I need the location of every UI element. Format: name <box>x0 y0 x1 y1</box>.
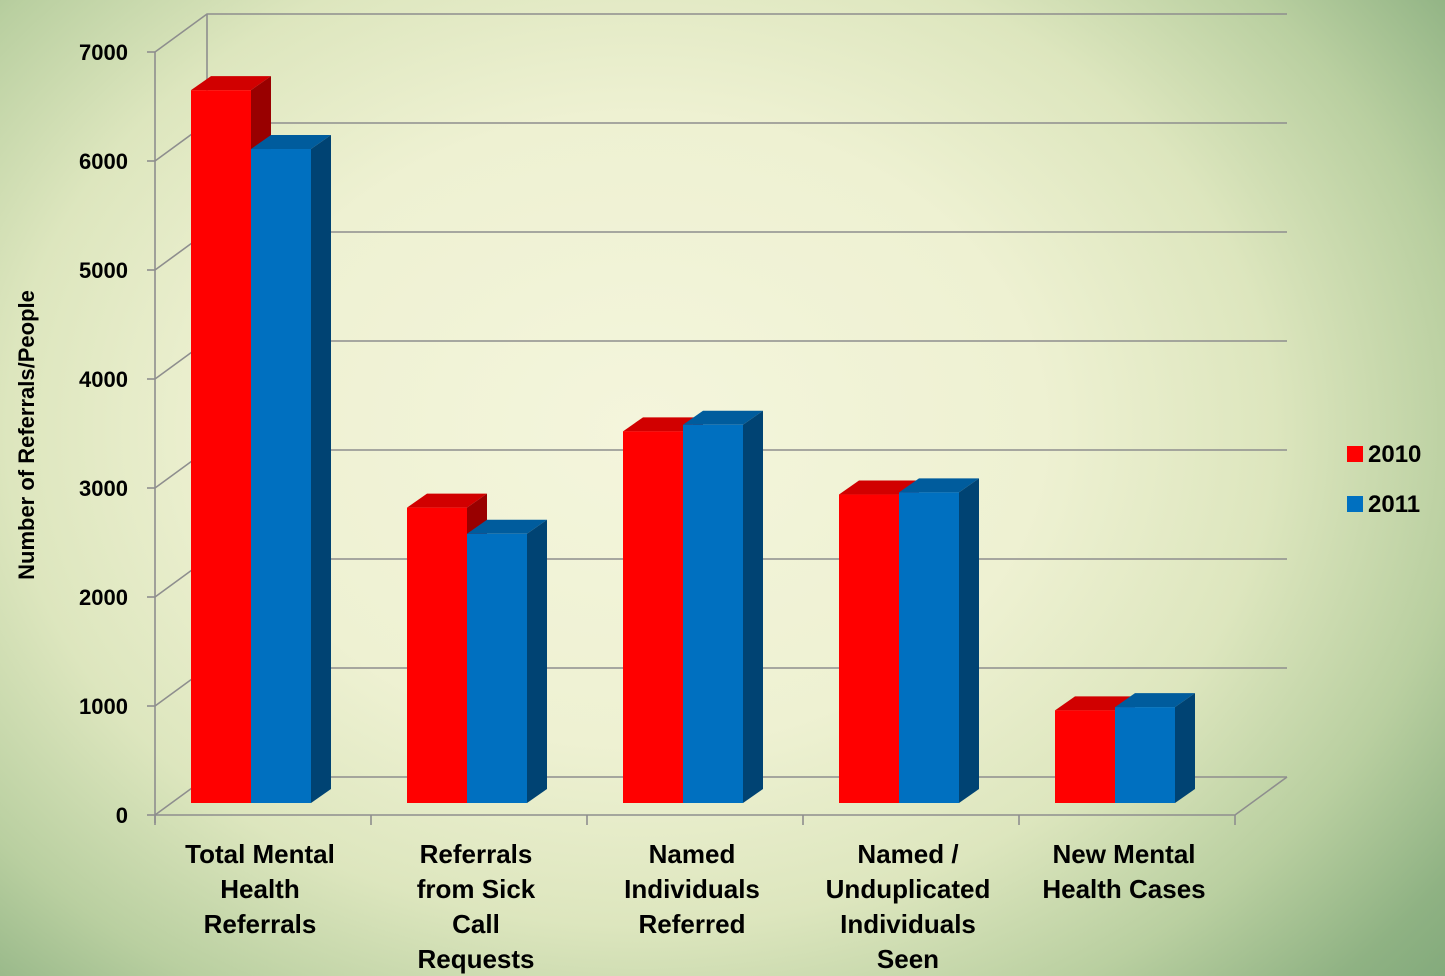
x-category-label: Named / Unduplicated Individuals Seen <box>826 839 991 974</box>
legend-label-2011: 2011 <box>1368 491 1420 518</box>
bar-top <box>467 519 547 534</box>
x-category-line: Unduplicated <box>826 874 991 904</box>
bar-front <box>407 507 467 803</box>
x-category-line: Referred <box>639 909 746 939</box>
x-category-line: New Mental <box>1052 839 1195 869</box>
bar-front <box>683 424 743 803</box>
bar-top <box>899 478 979 493</box>
x-category-line: Referrals <box>204 909 317 939</box>
bars <box>191 76 1195 803</box>
x-category-line: Named / <box>857 839 958 869</box>
gridline <box>154 13 1287 53</box>
x-category-labels: Total Mental Health Referrals Referrals from… <box>185 839 1206 974</box>
bar-top <box>251 135 331 150</box>
y-tick-labels: 0 1000 2000 3000 4000 5000 6000 7000 <box>79 40 128 828</box>
y-axis-title: Number of Referrals/People <box>14 290 39 580</box>
bar-front <box>191 90 251 803</box>
bar-top <box>839 480 919 495</box>
x-category-label: New Mental Health Cases <box>1042 839 1205 904</box>
x-category-line: Health Cases <box>1042 874 1205 904</box>
y-tick-label: 7000 <box>79 40 128 65</box>
bar-top <box>1055 696 1135 711</box>
bar-front <box>623 431 683 803</box>
bar-2011-4 <box>1115 693 1195 803</box>
y-tick-label: 2000 <box>79 585 128 610</box>
y-tick-label: 0 <box>116 803 128 828</box>
x-category-line: Requests <box>417 944 534 974</box>
legend-swatch-2010 <box>1347 446 1363 462</box>
y-tick-label: 4000 <box>79 367 128 392</box>
bar-2011-3 <box>899 478 979 803</box>
bar-side <box>311 135 331 803</box>
y-tick-label: 1000 <box>79 694 128 719</box>
legend-label-2010: 2010 <box>1368 441 1421 468</box>
bar-2011-2 <box>683 410 763 803</box>
x-category-line: Individuals <box>840 909 976 939</box>
x-category-line: Individuals <box>624 874 760 904</box>
y-tick-label: 3000 <box>79 476 128 501</box>
y-tick-label: 6000 <box>79 149 128 174</box>
bar-top <box>683 410 763 425</box>
x-category-label: Named Individuals Referred <box>624 839 760 939</box>
bar-front <box>1115 707 1175 803</box>
bar-front <box>251 149 311 803</box>
x-category-line: Named <box>649 839 736 869</box>
bar-front <box>899 492 959 803</box>
x-category-label: Referrals from Sick Call Requests <box>417 839 536 974</box>
bar-front <box>1055 710 1115 803</box>
x-category-label: Total Mental Health Referrals <box>185 839 335 939</box>
bar-side <box>527 519 547 803</box>
bar-top <box>191 76 271 91</box>
bar-side <box>959 478 979 803</box>
legend-swatch-2011 <box>1347 496 1363 512</box>
bar-front <box>467 533 527 803</box>
bar-side <box>1175 693 1195 803</box>
x-category-line: Health <box>220 874 299 904</box>
legend: 2010 2011 <box>1347 441 1421 518</box>
bar-2011-0 <box>251 135 331 803</box>
x-category-line: Seen <box>877 944 939 974</box>
x-category-line: Total Mental <box>185 839 335 869</box>
x-category-line: Referrals <box>420 839 533 869</box>
x-category-line: from Sick <box>417 874 536 904</box>
bar-side <box>743 410 763 803</box>
bar-front <box>839 494 899 803</box>
y-tick-label: 5000 <box>79 258 128 283</box>
x-category-line: Call <box>452 909 500 939</box>
bar-top <box>407 493 487 508</box>
bar-top <box>1115 693 1195 708</box>
bar-2011-1 <box>467 519 547 803</box>
